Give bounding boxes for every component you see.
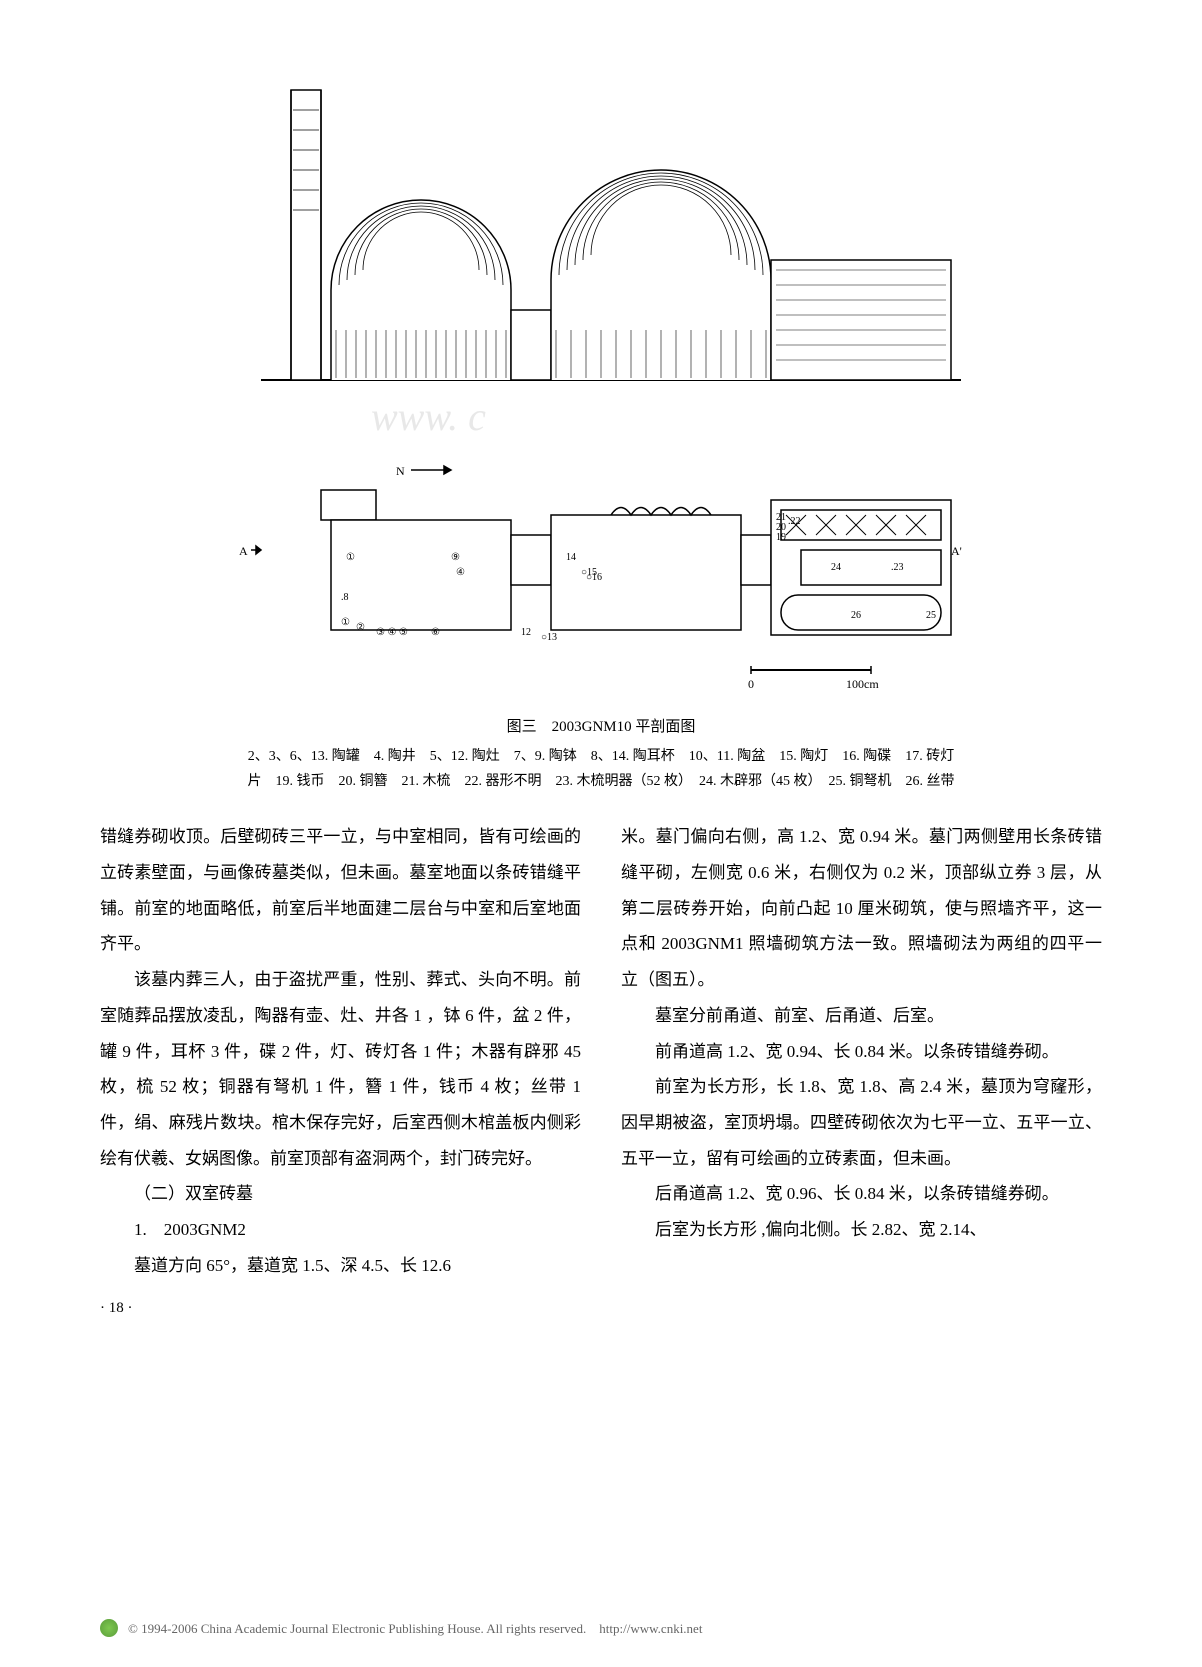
svg-text:④: ④ xyxy=(456,567,465,578)
svg-text:N: N xyxy=(396,464,405,478)
svg-text:www. c: www. c xyxy=(371,394,486,439)
svg-text:○16: ○16 xyxy=(586,572,602,583)
svg-text:25: 25 xyxy=(926,610,936,621)
right-p3: 前甬道高 1.2、宽 0.94、长 0.84 米。以条砖错缝券砌。 xyxy=(621,1034,1102,1070)
svg-text:⑥: ⑥ xyxy=(431,627,440,638)
svg-text:14: 14 xyxy=(566,552,576,563)
figure-area: www. c N A A' xyxy=(100,60,1102,794)
svg-text:①: ① xyxy=(341,617,350,628)
svg-text:0: 0 xyxy=(748,677,754,691)
left-column: 错缝券砌收顶。后壁砌砖三平一立，与中室相同，皆有可绘画的立砖素壁面，与画像砖墓类… xyxy=(100,819,581,1324)
left-p4: 1. 2003GNM2 xyxy=(100,1212,581,1248)
page-number: · 18 · xyxy=(100,1293,581,1325)
right-column: 米。墓门偏向右侧，高 1.2、宽 0.94 米。墓门两侧壁用长条砖错缝平砌，左侧… xyxy=(621,819,1102,1324)
right-p4: 前室为长方形，长 1.8、宽 1.8、高 2.4 米，墓顶为穹窿形，因早期被盗，… xyxy=(621,1069,1102,1176)
left-p5: 墓道方向 65°，墓道宽 1.5、深 4.5、长 12.6 xyxy=(100,1248,581,1284)
svg-text:100cm: 100cm xyxy=(846,677,879,691)
text-columns: 错缝券砌收顶。后壁砌砖三平一立，与中室相同，皆有可绘画的立砖素壁面，与画像砖墓类… xyxy=(100,819,1102,1324)
svg-text:②: ② xyxy=(356,622,365,633)
svg-text:24: 24 xyxy=(831,562,841,573)
svg-text:A': A' xyxy=(951,544,962,558)
svg-text:③ ④ ⑤: ③ ④ ⑤ xyxy=(376,627,408,638)
right-p2: 墓室分前甬道、前室、后甬道、后室。 xyxy=(621,998,1102,1034)
svg-text:19: 19 xyxy=(776,532,786,543)
figure-caption: 图三 2003GNM10 平剖面图 xyxy=(100,715,1102,736)
figure-legend-line-1: 2、3、6、13. 陶罐 4. 陶井 5、12. 陶灶 7、9. 陶钵 8、14… xyxy=(130,744,1072,769)
cnki-logo-icon xyxy=(100,1619,118,1637)
right-p5: 后甬道高 1.2、宽 0.96、长 0.84 米，以条砖错缝券砌。 xyxy=(621,1176,1102,1212)
svg-text:.23: .23 xyxy=(891,562,904,573)
right-p6: 后室为长方形 ,偏向北侧。长 2.82、宽 2.14、 xyxy=(621,1212,1102,1248)
svg-text:.8: .8 xyxy=(341,592,349,603)
tomb-diagram-svg: www. c N A A' xyxy=(231,60,971,700)
footer-text: © 1994-2006 China Academic Journal Elect… xyxy=(128,1618,702,1637)
footer: © 1994-2006 China Academic Journal Elect… xyxy=(100,1618,1102,1637)
svg-text:12: 12 xyxy=(521,627,531,638)
right-p1: 米。墓门偏向右侧，高 1.2、宽 0.94 米。墓门两侧壁用长条砖错缝平砌，左侧… xyxy=(621,819,1102,997)
svg-text:A: A xyxy=(239,544,248,558)
figure-legend: 2、3、6、13. 陶罐 4. 陶井 5、12. 陶灶 7、9. 陶钵 8、14… xyxy=(100,744,1102,794)
left-p3: （二）双室砖墓 xyxy=(100,1176,581,1212)
svg-text:①: ① xyxy=(346,552,355,563)
left-p2: 该墓内葬三人，由于盗扰严重，性别、葬式、头向不明。前室随葬品摆放凌乱，陶器有壶、… xyxy=(100,962,581,1176)
svg-text:.22: .22 xyxy=(788,516,801,527)
figure-legend-line-2: 片 19. 钱币 20. 铜簪 21. 木梳 22. 器形不明 23. 木梳明器… xyxy=(130,769,1072,794)
svg-text:26: 26 xyxy=(851,610,861,621)
svg-text:⑨: ⑨ xyxy=(451,552,460,563)
figure-diagram: www. c N A A' xyxy=(231,60,971,700)
svg-text:○13: ○13 xyxy=(541,632,557,643)
left-p1: 错缝券砌收顶。后壁砌砖三平一立，与中室相同，皆有可绘画的立砖素壁面，与画像砖墓类… xyxy=(100,819,581,962)
